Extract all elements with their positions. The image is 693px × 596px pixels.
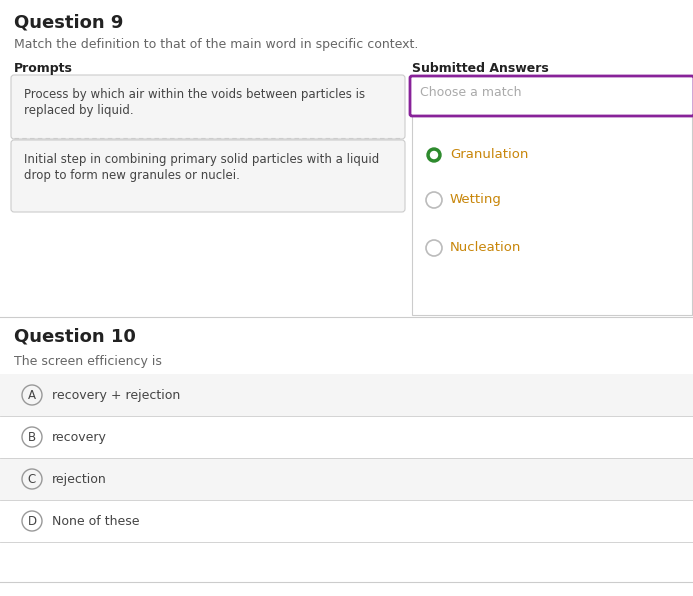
Text: replaced by liquid.: replaced by liquid.: [24, 104, 134, 117]
Text: None of these: None of these: [52, 515, 139, 528]
Text: Match the definition to that of the main word in specific context.: Match the definition to that of the main…: [14, 38, 419, 51]
Text: drop to form new granules or nuclei.: drop to form new granules or nuclei.: [24, 169, 240, 182]
Bar: [0, 458, 693, 500]
Text: D: D: [28, 515, 37, 528]
Text: Process by which air within the voids between particles is: Process by which air within the voids be…: [24, 88, 365, 101]
FancyBboxPatch shape: [412, 115, 692, 315]
Text: Choose a match: Choose a match: [420, 86, 522, 99]
Text: Question 9: Question 9: [14, 14, 123, 32]
Text: C: C: [28, 473, 36, 486]
Text: A: A: [28, 389, 36, 402]
Text: Submitted Answers: Submitted Answers: [412, 62, 549, 75]
Text: Question 10: Question 10: [14, 327, 136, 345]
Text: recovery: recovery: [52, 431, 107, 444]
Bar: [0, 500, 693, 542]
Text: Wetting: Wetting: [450, 193, 502, 206]
FancyBboxPatch shape: [410, 76, 693, 116]
Text: Prompts: Prompts: [14, 62, 73, 75]
Text: recovery + rejection: recovery + rejection: [52, 389, 180, 402]
Bar: [0, 374, 693, 416]
Text: The screen efficiency is: The screen efficiency is: [14, 355, 162, 368]
Text: rejection: rejection: [52, 473, 107, 486]
Bar: [0, 416, 693, 458]
Text: Initial step in combining primary solid particles with a liquid: Initial step in combining primary solid …: [24, 153, 379, 166]
Text: B: B: [28, 431, 36, 444]
Circle shape: [430, 151, 437, 159]
Circle shape: [427, 148, 441, 162]
FancyBboxPatch shape: [11, 140, 405, 212]
Text: Granulation: Granulation: [450, 148, 528, 161]
FancyBboxPatch shape: [11, 75, 405, 139]
Text: Nucleation: Nucleation: [450, 241, 521, 254]
